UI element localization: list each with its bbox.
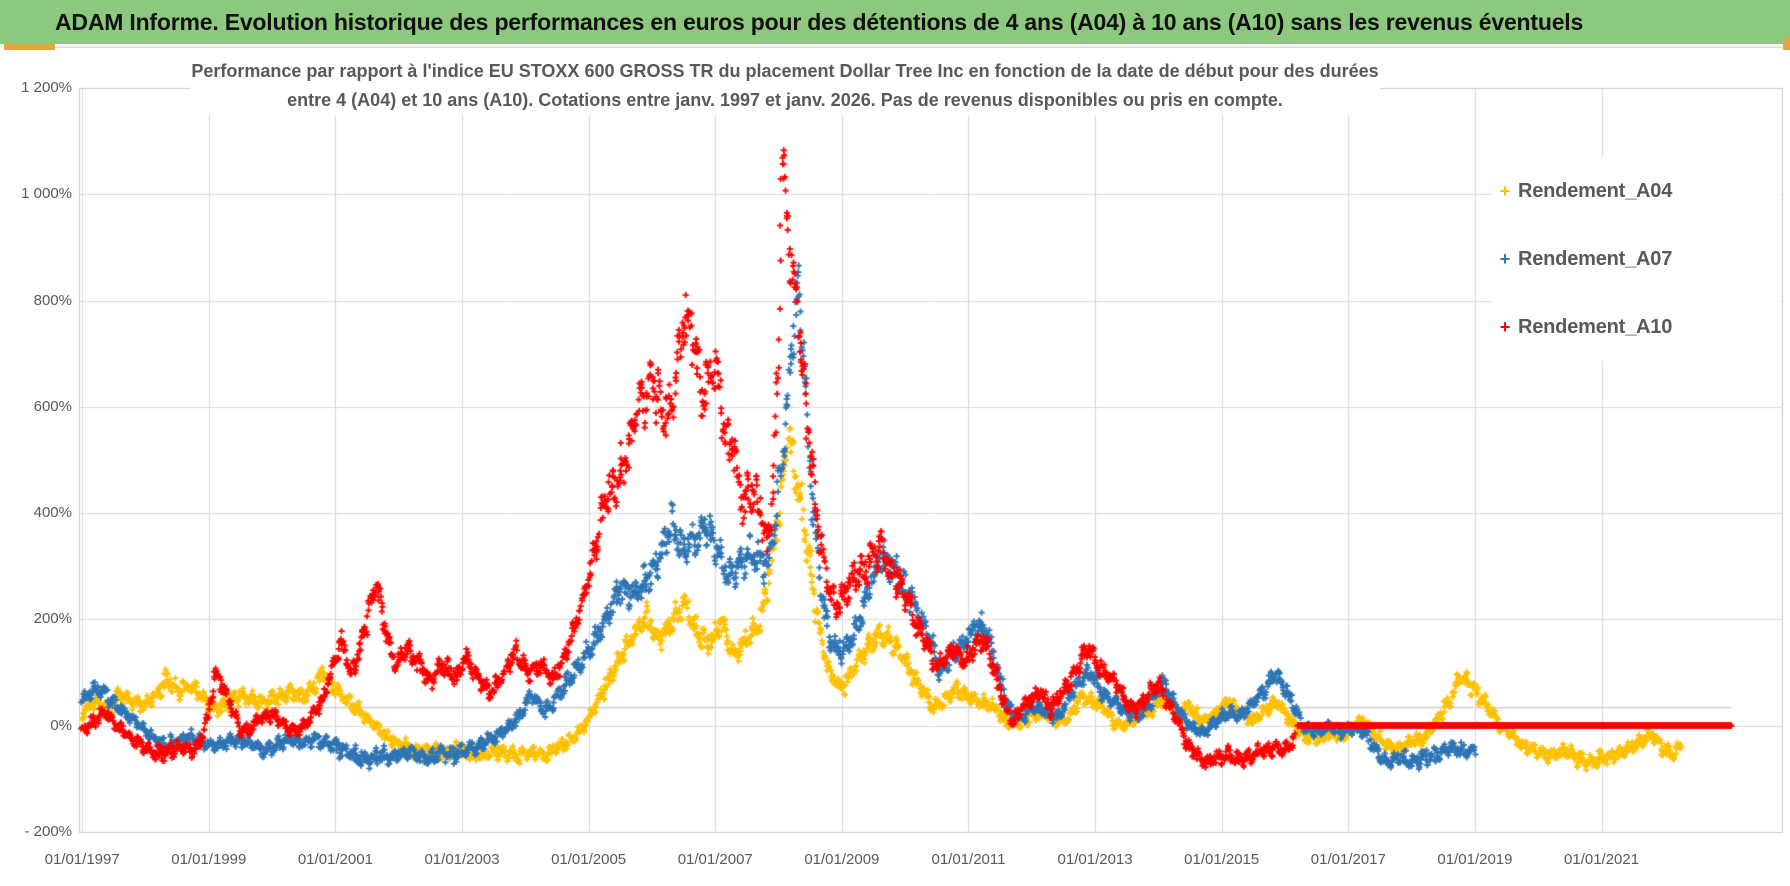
chart-legend: + Rendement_A04 + Rendement_A07 + Rendem…: [1492, 157, 1780, 361]
legend-item-a10: + Rendement_A10: [1492, 293, 1780, 361]
performance-scatter-chart: [0, 50, 1790, 886]
legend-label: Rendement_A07: [1518, 247, 1673, 270]
plus-marker-icon: +: [1499, 316, 1511, 337]
plus-marker-icon: +: [1499, 180, 1511, 201]
x-axis-label: 01/01/2007: [677, 851, 753, 868]
x-axis-label: 01/01/1999: [171, 851, 247, 868]
legend-item-a07: + Rendement_A07: [1492, 225, 1780, 293]
x-axis-label: 01/01/1997: [44, 851, 120, 868]
header-separator: [55, 46, 1784, 48]
y-axis-label: 1 000%: [21, 185, 72, 203]
y-axis-label: 600%: [33, 397, 72, 415]
y-axis-label: - 200%: [24, 823, 72, 840]
x-axis-label: 01/01/2021: [1564, 851, 1640, 868]
header-bar: ADAM Informe. Evolution historique des p…: [0, 0, 1790, 44]
x-axis-label: 01/01/2019: [1437, 851, 1513, 868]
chart-title-line1: Performance par rapport à l'indice EU ST…: [191, 61, 1379, 81]
x-axis-label: 01/01/2017: [1310, 851, 1386, 868]
y-axis-label: 200%: [33, 610, 72, 628]
plus-marker-icon: +: [1499, 248, 1511, 269]
y-axis-label: 800%: [33, 291, 72, 309]
x-axis-label: 01/01/2009: [804, 851, 880, 868]
y-axis-label: 1 200%: [21, 79, 72, 96]
legend-label: Rendement_A04: [1518, 179, 1673, 202]
y-axis-label: 0%: [50, 716, 72, 734]
y-axis-label: 400%: [33, 504, 72, 522]
legend-item-a04: + Rendement_A04: [1492, 157, 1780, 225]
gold-accent-underline: [4, 44, 55, 50]
x-axis-label: 01/01/2011: [931, 851, 1006, 868]
legend-label: Rendement_A10: [1518, 315, 1673, 338]
x-axis-label: 01/01/2001: [297, 851, 373, 868]
chart-title-line2: entre 4 (A04) et 10 ans (A10). Cotations…: [287, 90, 1283, 110]
x-axis-label: 01/01/2013: [1057, 851, 1133, 868]
x-axis-label: 01/01/2003: [424, 851, 500, 868]
x-axis-label: 01/01/2005: [551, 851, 627, 868]
report-title: ADAM Informe. Evolution historique des p…: [55, 8, 1584, 35]
x-axis-label: 01/01/2015: [1184, 851, 1260, 868]
chart-title: Performance par rapport à l'indice EU ST…: [190, 57, 1380, 115]
